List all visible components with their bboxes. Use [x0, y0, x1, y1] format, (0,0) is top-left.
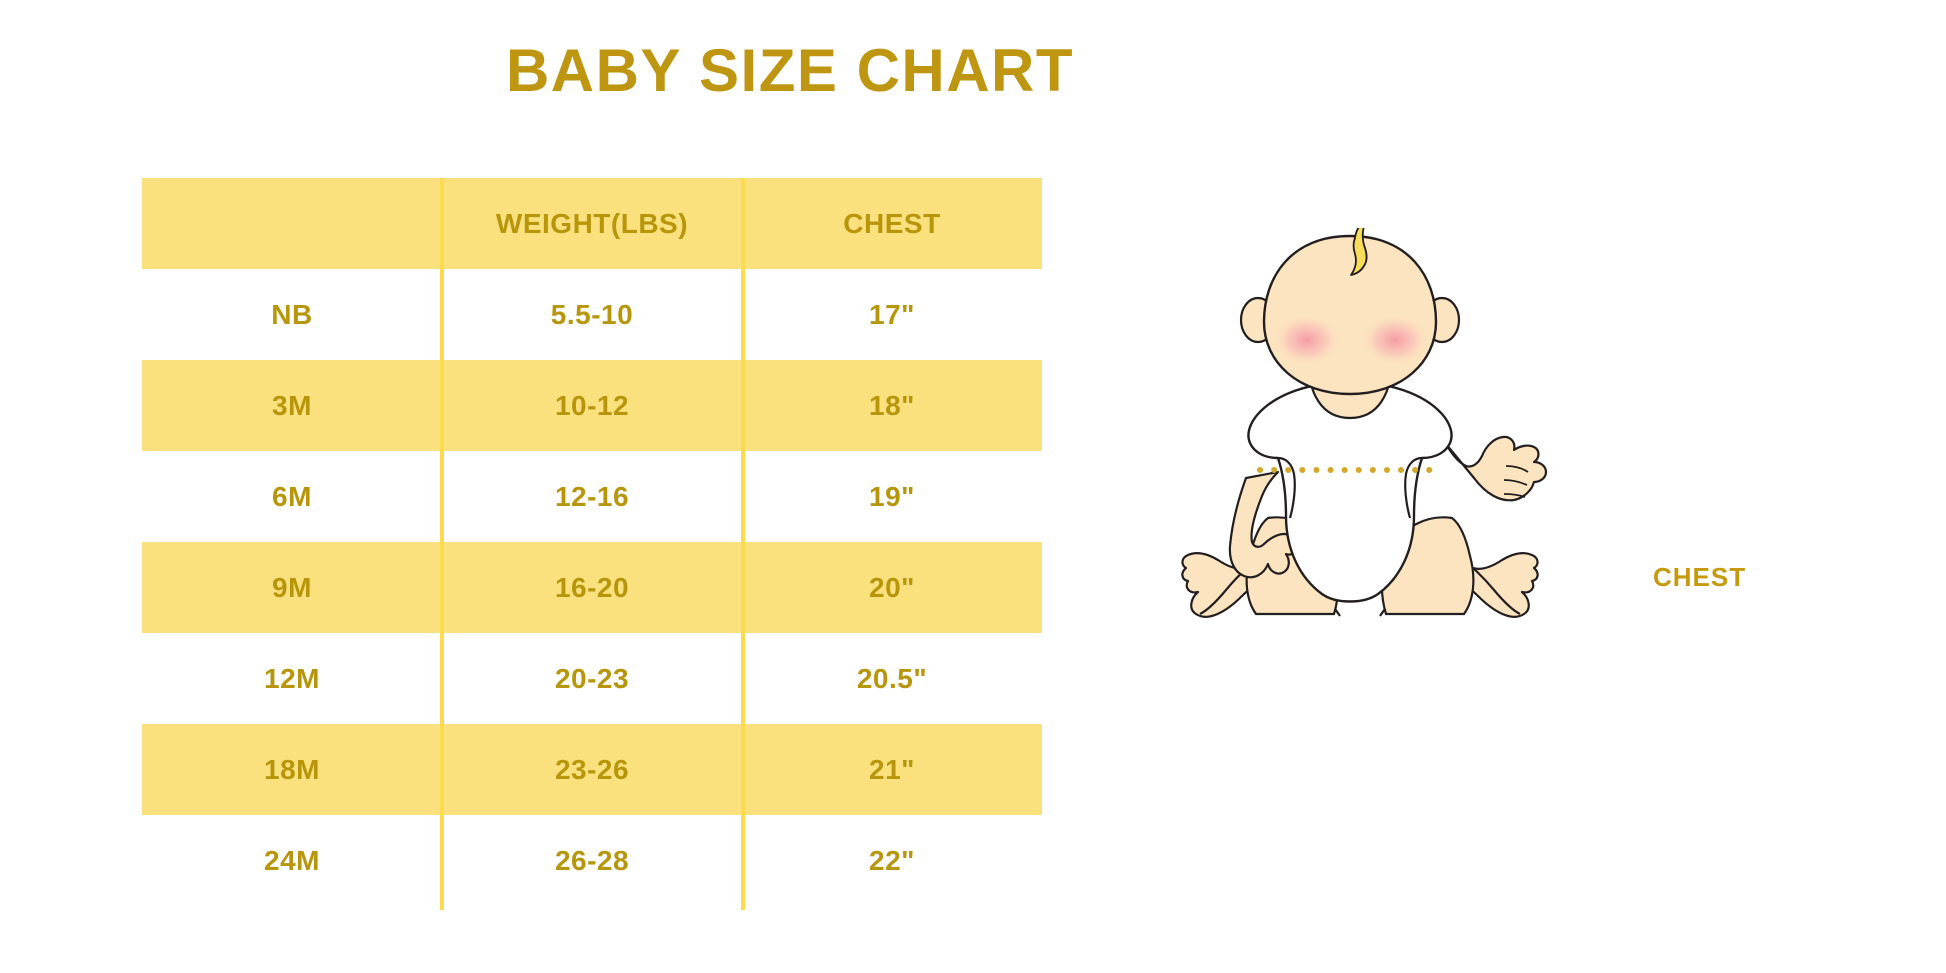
cell-size: 3M — [142, 360, 442, 451]
header-chest: CHEST — [742, 178, 1042, 269]
header-size — [142, 178, 442, 269]
cell-weight: 16-20 — [442, 542, 742, 633]
table-row: 3M 10-12 18" — [142, 360, 1042, 451]
cell-chest: 18" — [742, 360, 1042, 451]
table-header-row: WEIGHT(LBS) CHEST — [142, 178, 1042, 269]
baby-right-arm — [1444, 435, 1548, 502]
table-row: 9M 16-20 20" — [142, 542, 1042, 633]
cell-size: 24M — [142, 815, 442, 906]
cell-chest: 20" — [742, 542, 1042, 633]
cell-weight: 23-26 — [442, 724, 742, 815]
baby-onesie — [1247, 380, 1453, 603]
baby-hair-curl — [1350, 228, 1368, 276]
cell-size: 18M — [142, 724, 442, 815]
baby-head — [1239, 228, 1461, 396]
baby-left-blush — [1273, 314, 1341, 366]
cell-size: NB — [142, 269, 442, 360]
table-row: 18M 23-26 21" — [142, 724, 1042, 815]
cell-weight: 26-28 — [442, 815, 742, 906]
cell-size: 9M — [142, 542, 442, 633]
cell-weight: 10-12 — [442, 360, 742, 451]
cell-weight: 12-16 — [442, 451, 742, 542]
cell-chest: 22" — [742, 815, 1042, 906]
cell-size: 6M — [142, 451, 442, 542]
baby-right-blush — [1361, 314, 1429, 366]
cell-weight: 5.5-10 — [442, 269, 742, 360]
header-weight: WEIGHT(LBS) — [442, 178, 742, 269]
baby-illustration — [1181, 228, 1548, 618]
page-title: BABY SIZE CHART — [505, 37, 1075, 104]
cell-weight: 20-23 — [442, 633, 742, 724]
table-row: 6M 12-16 19" — [142, 451, 1042, 542]
column-divider-2 — [741, 178, 745, 910]
chest-label: CHEST — [1653, 562, 1747, 592]
table-row: NB 5.5-10 17" — [142, 269, 1042, 360]
column-divider-1 — [440, 178, 444, 910]
size-chart-table: WEIGHT(LBS) CHEST NB 5.5-10 17" 3M 10-12… — [142, 178, 1042, 906]
cell-chest: 20.5" — [742, 633, 1042, 724]
table-row: 12M 20-23 20.5" — [142, 633, 1042, 724]
table-row: 24M 26-28 22" — [142, 815, 1042, 906]
cell-chest: 19" — [742, 451, 1042, 542]
cell-chest: 17" — [742, 269, 1042, 360]
cell-size: 12M — [142, 633, 442, 724]
cell-chest: 21" — [742, 724, 1042, 815]
